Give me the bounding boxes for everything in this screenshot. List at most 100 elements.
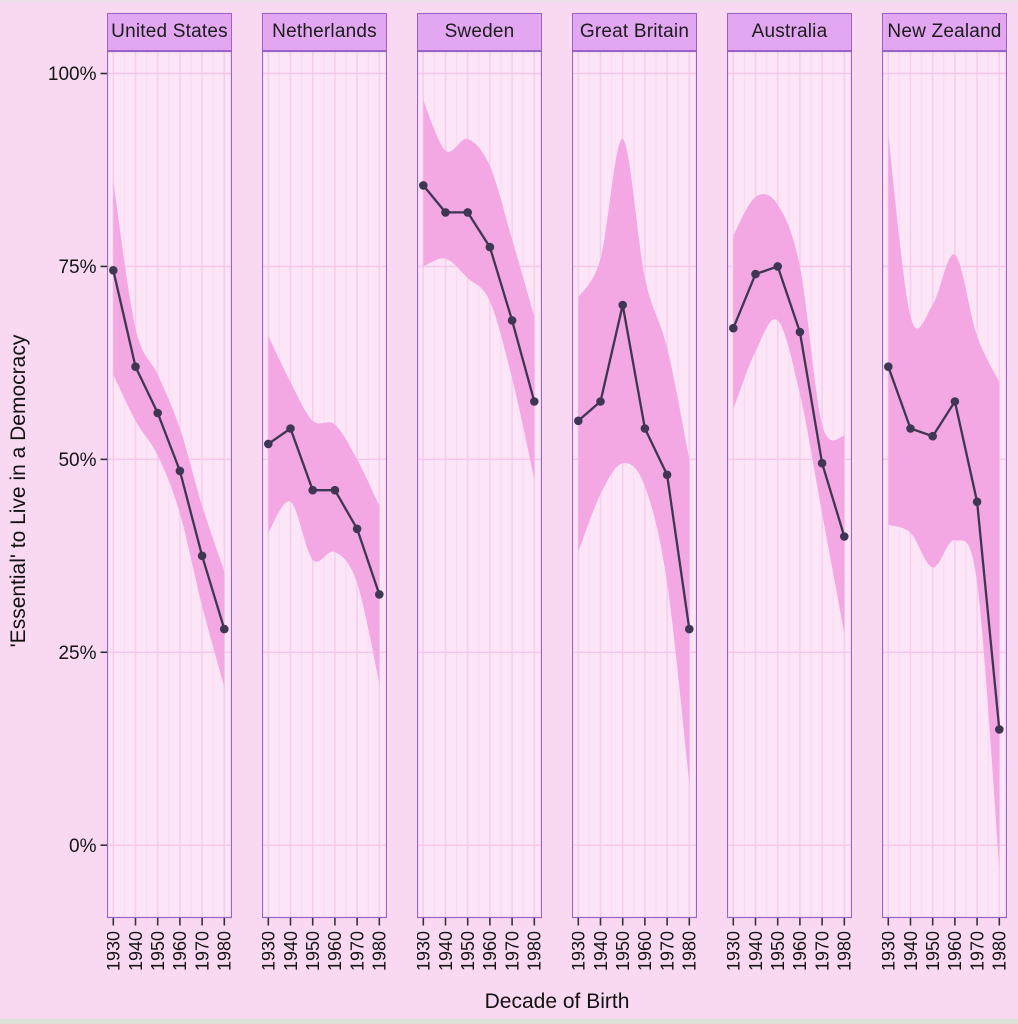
x-tick-label: 1970 [812,931,832,971]
y-tick-label: 25% [58,643,96,664]
x-tick-label: 1950 [613,931,633,971]
x-tick-label: 1950 [303,931,323,971]
facet-header-label: Great Britain [579,21,690,42]
y-tick-label: 50% [58,450,96,471]
data-point [972,497,982,507]
facet-header-sweden: Sweden [417,13,542,51]
facet-header-label: Sweden [444,21,515,42]
data-point [773,262,782,271]
x-tick-label: 1950 [923,931,943,971]
facet-header-new-zealand: New Zealand [882,13,1007,51]
y-tick-label: 100% [48,64,97,85]
facet-panel-great-britain: 1930 1940 1950 1960 1970 1980 [572,51,697,971]
x-tick-label: 1930 [262,931,279,971]
data-point [463,208,472,217]
panel-border [882,51,1007,919]
x-tick-label: 1930 [727,931,744,971]
x-tick-label: 1960 [480,931,500,971]
trend-line [887,366,1001,730]
facet-header-australia: Australia [727,13,852,51]
trend-line [732,265,846,537]
panel-border [417,51,542,919]
data-point [640,424,650,433]
data-point [352,524,362,534]
x-tick-label: 1930 [572,931,589,971]
data-point [330,485,340,495]
x-tick-label: 1960 [170,931,190,971]
data-point [995,725,1004,734]
data-point [530,397,539,406]
facet-header-label: New Zealand [887,21,1002,42]
panel-border [107,51,232,919]
data-point [131,362,140,372]
x-tick-label: 1930 [107,931,124,971]
data-point [109,266,118,275]
x-tick-label: 1970 [967,931,987,971]
confidence-ribbon [268,335,380,684]
panel-border [262,51,387,919]
bottom-edge-strip [0,1019,1018,1024]
data-point [441,208,450,217]
data-point [286,424,295,433]
facet-header-netherlands: Netherlands [262,13,387,51]
facet-header-great-britain: Great Britain [572,13,697,51]
data-point [685,624,694,634]
x-tick-label: 1930 [417,931,434,971]
data-point [950,397,960,406]
data-point [574,416,583,426]
x-tick-label: 1940 [591,931,611,971]
data-point [596,397,605,406]
x-tick-label: 1960 [325,931,345,971]
x-axis-title: Decade of Birth [484,990,630,1013]
trend-line [112,270,226,630]
x-tick-label: 1950 [458,931,478,971]
x-tick-label: 1940 [126,931,146,971]
data-point [220,624,229,634]
trend-line [267,427,381,595]
x-tick-label: 1940 [746,931,766,971]
confidence-ribbon [888,135,1000,869]
x-tick-label: 1950 [768,931,788,971]
data-point [662,470,672,480]
data-point [751,269,760,279]
facet-panel-australia: 1930 1940 1950 1960 1970 1980 [727,51,852,971]
x-tick-label: 1970 [347,931,367,971]
facet-header-label: Netherlands [272,21,377,42]
data-point [175,466,185,476]
data-point [906,424,915,433]
data-point [729,323,738,333]
data-point [817,458,827,468]
trend-line [422,184,536,402]
panel-border [727,51,852,919]
x-tick-label: 1980 [990,931,1007,971]
data-point [308,485,317,495]
x-tick-label: 1930 [882,931,899,971]
top-edge-strip [0,0,1018,2]
data-point [884,362,893,372]
confidence-ribbon [578,139,690,784]
trend-line [577,303,691,630]
x-tick-label: 1980 [680,931,697,971]
x-tick-label: 1960 [945,931,965,971]
data-point [264,439,273,449]
data-point [840,532,849,541]
data-point [375,590,384,599]
x-tick-label: 1980 [370,931,387,971]
data-point [618,300,627,310]
x-tick-label: 1950 [148,931,168,971]
x-tick-label: 1940 [436,931,456,971]
x-tick-label: 1940 [281,931,301,971]
x-tick-label: 1960 [790,931,810,971]
data-point [197,551,207,561]
confidence-ribbon [113,181,225,687]
x-tick-label: 1970 [502,931,522,971]
facet-panel-sweden: 1930 1940 1950 1960 1970 1980 [417,51,542,971]
facet-header-united-states: United States [107,13,232,51]
facet-header-label: Australia [751,21,828,42]
panel-border [572,51,697,919]
x-tick-label: 1980 [835,931,852,971]
data-point [153,408,162,418]
x-tick-label: 1980 [525,931,542,971]
data-point [928,431,937,441]
